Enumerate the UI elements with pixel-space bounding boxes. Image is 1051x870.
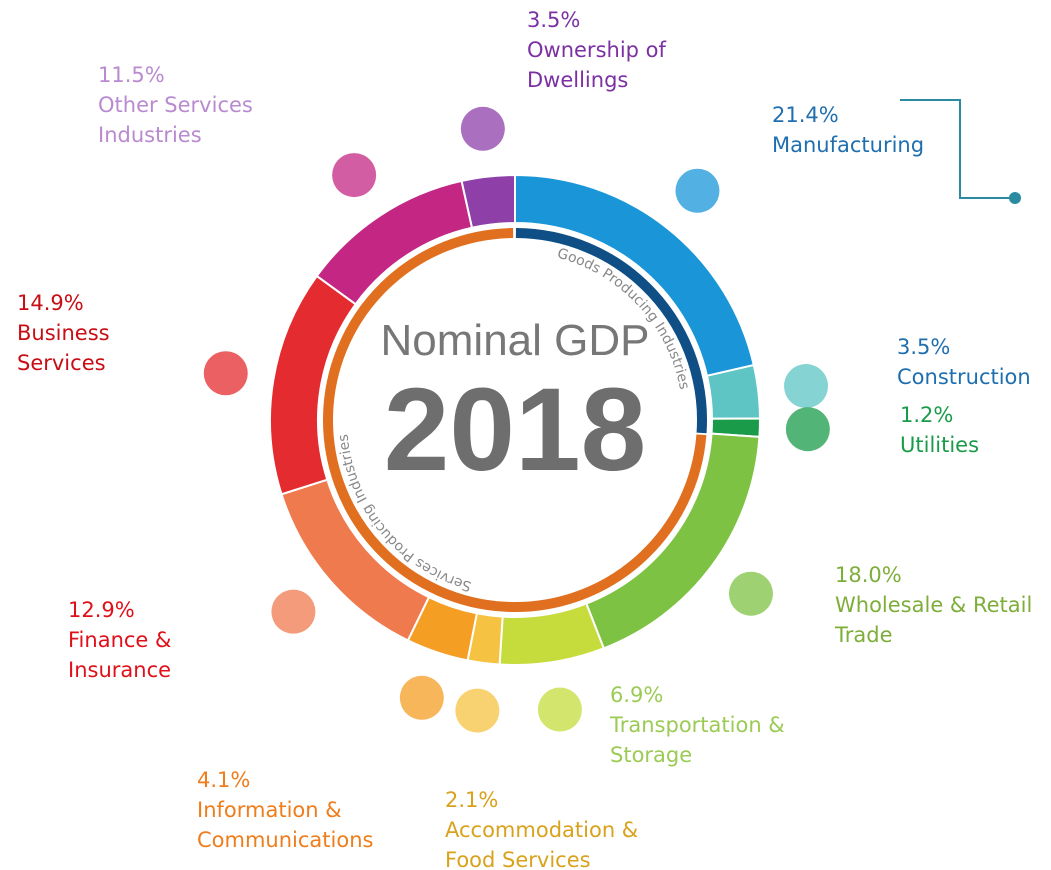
icon [785,407,830,452]
category-label: Information & Communications [197,798,374,852]
value-label: 2.1% [445,788,499,812]
chart-title: Nominal GDP [381,316,650,365]
value-label: 14.9% [17,291,84,315]
icon [460,106,505,151]
sector-label: 21.4% Manufacturing [772,100,972,160]
category-label: Wholesale & Retail Trade [835,593,1033,647]
connector [900,99,1015,199]
services-ring [323,228,707,612]
value-label: 12.9% [68,598,135,622]
icon [537,687,582,732]
category-label: Construction [897,365,1031,389]
value-label: 11.5% [98,63,165,87]
category-label: Ownership of Dwellings [527,38,666,92]
category-label: Other Services Industries [98,93,253,147]
sector-label: 2.1% Accommodation & Food Services [445,785,665,870]
donut-slice [460,173,516,229]
category-label: Accommodation & Food Services [445,818,639,870]
donut-slice [705,363,762,420]
value-label: 3.5% [897,335,951,359]
sector-label: 11.5% Other Services Industries [98,60,318,150]
icon [455,688,500,733]
goods-ring [515,228,707,434]
value-label: 1.2% [900,403,954,427]
icon [203,351,248,396]
value-label: 6.9% [610,683,664,707]
connector-dot [1009,192,1021,204]
icon [399,675,444,720]
sector-label: 6.9% Transportation & Storage [610,680,830,770]
category-label: Business Services [17,321,110,375]
sector-label: 3.5% Construction [897,332,1051,392]
value-label: 21.4% [772,103,839,127]
sector-label: 12.9% Finance & Insurance [68,595,218,685]
value-label: 18.0% [835,563,902,587]
sector-label: 18.0% Wholesale & Retail Trade [835,560,1035,650]
category-label: Utilities [900,433,980,457]
sector-label: 14.9% Business Services [17,288,157,378]
icon [675,168,720,213]
icon [728,571,773,616]
icon [332,153,377,198]
sector-label: 3.5% Ownership of Dwellings [527,5,707,95]
icon [271,589,316,634]
category-label: Manufacturing [772,133,925,157]
value-label: 3.5% [527,8,581,32]
sector-label: 1.2% Utilities [900,400,1040,460]
category-label: Finance & Insurance [68,628,172,682]
chart-subtitle: 2018 [384,364,647,496]
value-label: 4.1% [197,768,251,792]
sector-label: 4.1% Information & Communications [197,765,397,855]
donut-slice [498,602,606,666]
category-label: Transportation & Storage [610,713,785,767]
icon [784,364,829,409]
